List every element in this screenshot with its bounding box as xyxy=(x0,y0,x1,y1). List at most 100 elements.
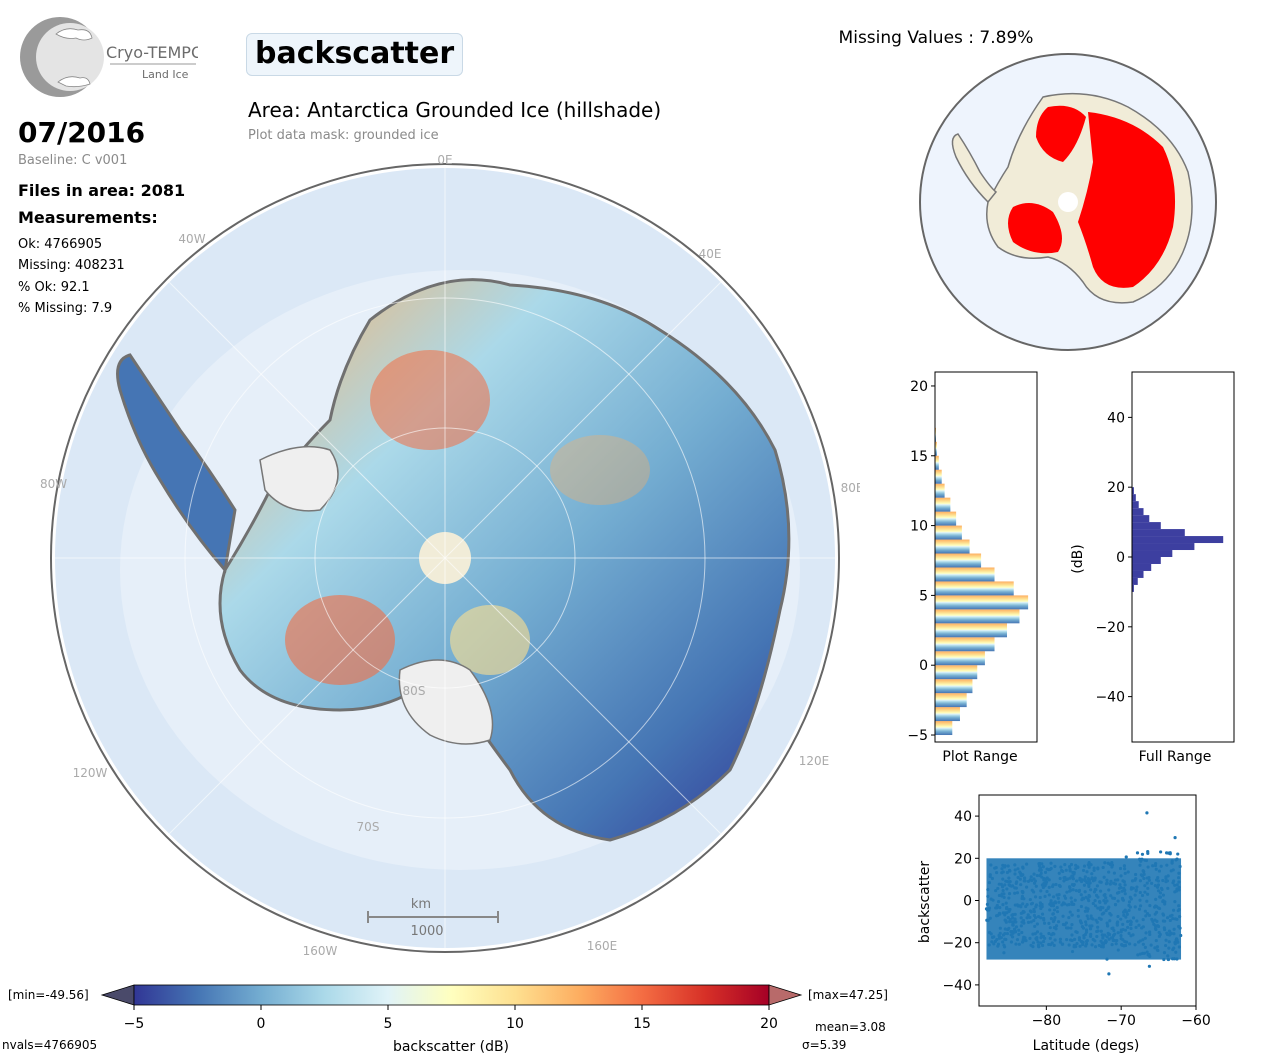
plot-range-bar xyxy=(935,511,957,526)
full-range-bar xyxy=(1132,543,1195,551)
inset-missing-north xyxy=(1036,105,1086,162)
scatter-xlabel: Latitude (degs) xyxy=(1033,1038,1140,1054)
colorbar-tick-label: 0 xyxy=(257,1016,266,1032)
scatter-ytick-label: 0 xyxy=(963,894,972,910)
scatter-point xyxy=(1107,972,1111,976)
plot-range-bar xyxy=(935,721,953,736)
scale-unit: km xyxy=(411,897,431,912)
plot-range-bar xyxy=(935,595,1029,610)
main-map: 0E 40E 80E 120E 160E 160W 120W 80W 40W 8… xyxy=(40,153,860,958)
full-range-xlabel: Full Range xyxy=(1139,749,1212,765)
logo-subtitle: Land Ice xyxy=(142,68,189,81)
map-outer-ring xyxy=(50,163,840,953)
plot-range-bar xyxy=(935,665,978,680)
plot-range-bar xyxy=(935,637,995,652)
plot-range-tick-label: 5 xyxy=(919,588,928,604)
grid-label-70s: 70S xyxy=(357,820,380,834)
area-title: Area: Antarctica Grounded Ice (hillshade… xyxy=(248,98,662,122)
scatter-point xyxy=(1146,851,1150,855)
ross-ice-shelf xyxy=(398,659,494,745)
plot-range-bar xyxy=(935,693,967,708)
plot-range-bar xyxy=(935,539,970,554)
scatter-ytick-label: 20 xyxy=(954,851,972,867)
missing-count: Missing: 408231 xyxy=(18,258,125,273)
scatter-point xyxy=(1135,851,1140,855)
antarctic-peninsula xyxy=(116,353,237,574)
colorbar-nvals: nvals=4766905 xyxy=(2,1038,97,1052)
full-range-tick-label: 0 xyxy=(1116,550,1125,566)
plot-range-xlabel: Plot Range xyxy=(942,749,1017,765)
full-range-bar xyxy=(1132,515,1150,523)
grid-label-40w: 40W xyxy=(178,232,205,246)
plot-range-bar xyxy=(935,483,945,498)
variable-title: backscatter xyxy=(246,33,464,76)
missing-values-title: Missing Values : 7.89% xyxy=(838,28,1034,48)
colorbar-tick-label: 15 xyxy=(633,1016,651,1032)
grid-label-120w: 120W xyxy=(73,766,108,780)
scatter-point xyxy=(1124,855,1128,859)
colorbar: −5 0 5 10 15 20 [min=-49.56] [max=47.25] back… xyxy=(2,984,888,1055)
colorbar-min-extend xyxy=(100,984,135,1006)
plot-range-tick-label: −5 xyxy=(907,728,928,744)
scatter-point xyxy=(1147,964,1152,968)
colorbar-gradient xyxy=(133,984,770,1006)
scatter-point xyxy=(1145,811,1149,815)
measurements-heading: Measurements: xyxy=(18,208,158,227)
scatter-point xyxy=(1173,836,1177,840)
full-range-tick-label: −40 xyxy=(1095,690,1125,706)
full-range-ylabel: (dB) xyxy=(1070,544,1086,573)
full-range-bar xyxy=(1132,494,1136,502)
scatter-xtick-label: −80 xyxy=(1032,1013,1062,1029)
colorbar-sigma: σ=5.39 xyxy=(802,1038,846,1052)
date-label: 07/2016 xyxy=(18,116,146,149)
full-range-bar xyxy=(1132,522,1161,530)
plot-range-bar xyxy=(935,455,939,470)
antarctica-grounded-ice xyxy=(218,278,791,842)
plot-range-bar xyxy=(935,707,960,722)
full-range-tick-label: 40 xyxy=(1107,410,1125,426)
scatter-dense-core xyxy=(986,858,1182,960)
full-range-bar xyxy=(1132,508,1144,516)
plot-range-bar xyxy=(935,567,995,582)
plot-range-bar xyxy=(935,525,962,540)
plot-range-bar xyxy=(935,679,973,694)
plot-range-tick-label: 15 xyxy=(910,449,928,465)
full-range-bar xyxy=(1132,557,1161,564)
colorbar-max-extend xyxy=(768,984,803,1006)
grid-label-80s: 80S xyxy=(403,684,426,698)
scale-bar xyxy=(367,911,499,923)
full-range-bar xyxy=(1132,501,1139,509)
grid-label-40e: 40E xyxy=(699,247,722,261)
full-range-bar xyxy=(1132,570,1144,578)
grid-label-80w: 80W xyxy=(40,477,67,491)
missing-values-map xyxy=(919,53,1217,351)
full-range-bar xyxy=(1132,563,1152,571)
grid-label-80e: 80E xyxy=(841,481,860,495)
scatter-ytick-label: 40 xyxy=(954,809,972,825)
grid-label-160w: 160W xyxy=(303,944,338,958)
grid-label-0e: 0E xyxy=(437,153,452,167)
latitude-scatter: −80 −70 −60 40 20 0 −20 −40 backscatter Latitud… xyxy=(917,794,1210,1054)
baseline-label: Baseline: C v001 xyxy=(18,153,128,168)
plot-range-tick-label: 10 xyxy=(910,519,928,535)
scatter-ylabel: backscatter xyxy=(917,861,933,943)
files-label: Files in area: 2081 xyxy=(18,181,186,200)
plot-range-bar xyxy=(935,609,1020,624)
full-range-bar xyxy=(1132,529,1185,537)
grid-label-120e: 120E xyxy=(799,754,830,768)
colorbar-tick-label: 10 xyxy=(506,1016,524,1032)
scatter-point xyxy=(1164,851,1169,855)
plot-range-histogram: −5 0 5 10 15 20 Plot Range xyxy=(907,371,1038,765)
pct-missing: % Missing: 7.9 xyxy=(18,301,113,316)
logo-name: Cryo-TEMPO xyxy=(106,43,198,62)
inset-peninsula xyxy=(951,133,998,204)
colorbar-mean: mean=3.08 xyxy=(815,1020,886,1034)
scatter-ytick-label: −40 xyxy=(942,978,972,994)
plot-range-bar xyxy=(935,469,942,484)
plot-range-bar xyxy=(935,581,1014,596)
inset-missing-east xyxy=(1078,112,1176,288)
colorbar-tick-label: 20 xyxy=(760,1016,778,1032)
scatter-point xyxy=(1140,852,1145,856)
colorbar-tick-label: −5 xyxy=(124,1016,145,1032)
colorbar-label: backscatter (dB) xyxy=(393,1039,509,1055)
